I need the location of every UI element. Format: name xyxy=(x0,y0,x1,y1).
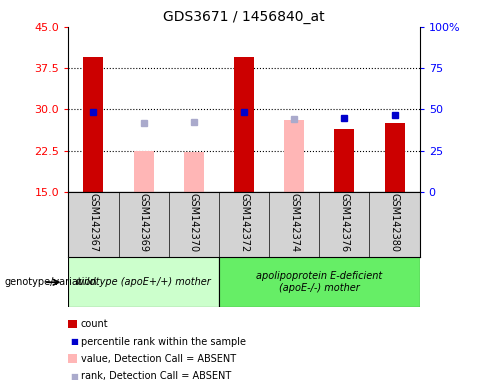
Bar xyxy=(284,121,304,192)
Bar xyxy=(83,57,103,192)
Bar xyxy=(184,152,204,192)
Bar xyxy=(68,257,219,307)
Text: GSM142374: GSM142374 xyxy=(289,193,299,252)
Text: apolipoprotein E-deficient
(apoE-/-) mother: apolipoprotein E-deficient (apoE-/-) mot… xyxy=(256,271,383,293)
Bar xyxy=(219,257,420,307)
Text: GSM142369: GSM142369 xyxy=(139,193,149,252)
Bar xyxy=(385,123,405,192)
Text: GSM142367: GSM142367 xyxy=(88,193,99,252)
Text: ■: ■ xyxy=(70,337,78,346)
Text: ■: ■ xyxy=(70,372,78,381)
Bar xyxy=(234,57,254,192)
Text: wildtype (apoE+/+) mother: wildtype (apoE+/+) mother xyxy=(76,277,211,287)
Text: count: count xyxy=(81,319,108,329)
Text: GSM142380: GSM142380 xyxy=(389,193,400,252)
Text: GSM142376: GSM142376 xyxy=(339,193,349,252)
Text: genotype/variation: genotype/variation xyxy=(5,277,98,287)
Text: GSM142372: GSM142372 xyxy=(239,193,249,253)
Text: rank, Detection Call = ABSENT: rank, Detection Call = ABSENT xyxy=(81,371,231,381)
Bar xyxy=(334,129,354,192)
Title: GDS3671 / 1456840_at: GDS3671 / 1456840_at xyxy=(163,10,325,25)
Text: percentile rank within the sample: percentile rank within the sample xyxy=(81,337,245,347)
Bar xyxy=(134,151,154,192)
Text: value, Detection Call = ABSENT: value, Detection Call = ABSENT xyxy=(81,354,236,364)
Text: GSM142370: GSM142370 xyxy=(189,193,199,252)
